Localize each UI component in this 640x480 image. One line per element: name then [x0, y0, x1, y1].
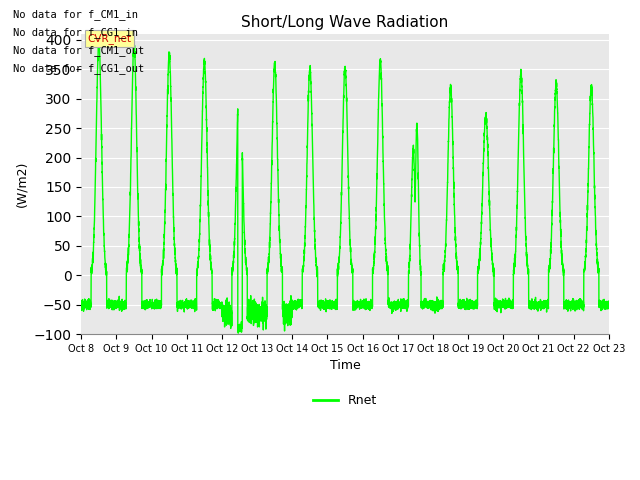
Text: No data for f_CG1_in: No data for f_CG1_in — [13, 27, 138, 38]
Y-axis label: (W/m2): (W/m2) — [15, 161, 28, 207]
Legend: Rnet: Rnet — [308, 389, 382, 412]
X-axis label: Time: Time — [330, 360, 360, 372]
Text: No data for f_CM1_out: No data for f_CM1_out — [13, 45, 144, 56]
Text: No data for f_CG1_out: No data for f_CG1_out — [13, 63, 144, 74]
Text: CVR_net: CVR_net — [88, 33, 132, 44]
Text: No data for f_CM1_in: No data for f_CM1_in — [13, 9, 138, 20]
Title: Short/Long Wave Radiation: Short/Long Wave Radiation — [241, 15, 449, 30]
